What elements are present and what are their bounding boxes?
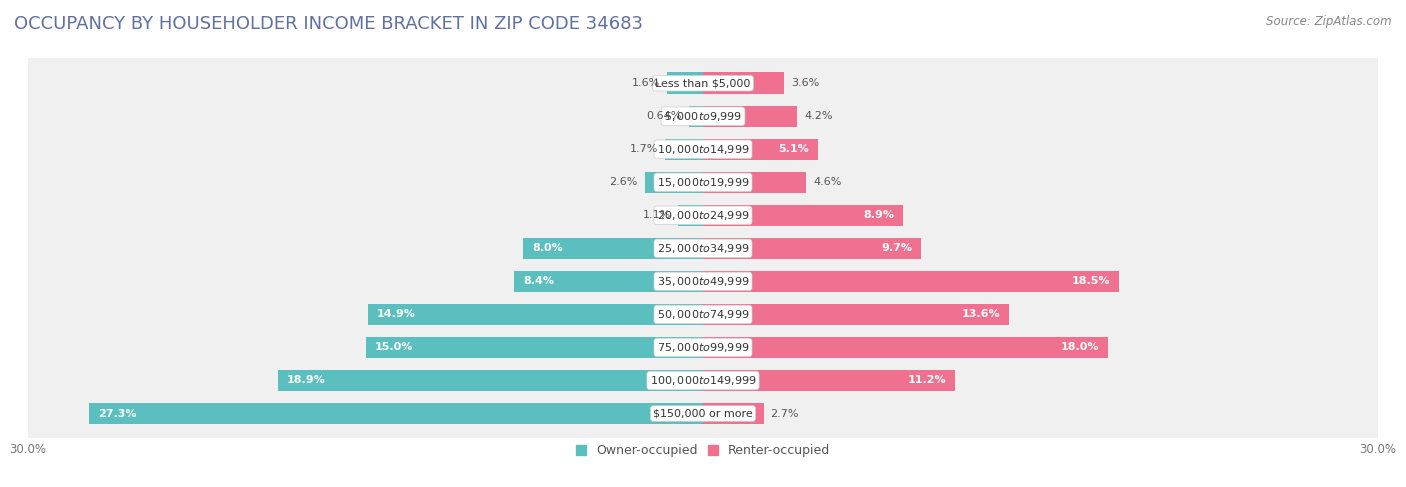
Bar bbox=[368, 304, 703, 325]
Bar bbox=[703, 370, 955, 391]
FancyBboxPatch shape bbox=[24, 56, 1382, 110]
Text: 0.64%: 0.64% bbox=[647, 111, 682, 121]
Bar bbox=[703, 138, 818, 160]
Text: 8.9%: 8.9% bbox=[863, 210, 894, 220]
Bar bbox=[665, 138, 703, 160]
Bar bbox=[89, 403, 703, 424]
Text: 13.6%: 13.6% bbox=[962, 309, 1000, 319]
Text: 3.6%: 3.6% bbox=[790, 78, 818, 88]
Text: $20,000 to $24,999: $20,000 to $24,999 bbox=[657, 209, 749, 222]
Bar bbox=[703, 304, 1010, 325]
Text: $5,000 to $9,999: $5,000 to $9,999 bbox=[664, 110, 742, 123]
Text: 5.1%: 5.1% bbox=[778, 144, 808, 154]
FancyBboxPatch shape bbox=[24, 123, 1382, 176]
FancyBboxPatch shape bbox=[24, 222, 1382, 275]
FancyBboxPatch shape bbox=[24, 255, 1382, 308]
Bar bbox=[666, 73, 703, 94]
Text: 18.5%: 18.5% bbox=[1071, 277, 1111, 286]
Bar bbox=[366, 337, 703, 358]
Text: 9.7%: 9.7% bbox=[882, 244, 912, 253]
Text: 4.6%: 4.6% bbox=[813, 177, 842, 187]
Bar bbox=[523, 238, 703, 259]
Text: $35,000 to $49,999: $35,000 to $49,999 bbox=[657, 275, 749, 288]
Bar bbox=[278, 370, 703, 391]
Bar bbox=[703, 106, 797, 127]
Bar bbox=[678, 205, 703, 226]
Text: $25,000 to $34,999: $25,000 to $34,999 bbox=[657, 242, 749, 255]
Text: 2.6%: 2.6% bbox=[609, 177, 638, 187]
Text: 8.0%: 8.0% bbox=[531, 244, 562, 253]
Text: 18.0%: 18.0% bbox=[1060, 342, 1099, 353]
Bar bbox=[703, 205, 903, 226]
Text: 15.0%: 15.0% bbox=[374, 342, 413, 353]
Bar bbox=[703, 337, 1108, 358]
Text: OCCUPANCY BY HOUSEHOLDER INCOME BRACKET IN ZIP CODE 34683: OCCUPANCY BY HOUSEHOLDER INCOME BRACKET … bbox=[14, 15, 643, 33]
Text: $75,000 to $99,999: $75,000 to $99,999 bbox=[657, 341, 749, 354]
FancyBboxPatch shape bbox=[24, 156, 1382, 209]
Legend: Owner-occupied, Renter-occupied: Owner-occupied, Renter-occupied bbox=[571, 439, 835, 463]
Bar bbox=[703, 271, 1119, 292]
Text: 27.3%: 27.3% bbox=[98, 409, 136, 418]
Text: 14.9%: 14.9% bbox=[377, 309, 416, 319]
FancyBboxPatch shape bbox=[24, 288, 1382, 341]
Text: $100,000 to $149,999: $100,000 to $149,999 bbox=[650, 374, 756, 387]
Text: 18.9%: 18.9% bbox=[287, 375, 326, 386]
Text: $150,000 or more: $150,000 or more bbox=[654, 409, 752, 418]
Bar bbox=[703, 403, 763, 424]
Text: $10,000 to $14,999: $10,000 to $14,999 bbox=[657, 143, 749, 156]
Text: $50,000 to $74,999: $50,000 to $74,999 bbox=[657, 308, 749, 321]
FancyBboxPatch shape bbox=[24, 354, 1382, 407]
Text: 4.2%: 4.2% bbox=[804, 111, 832, 121]
FancyBboxPatch shape bbox=[24, 321, 1382, 374]
Text: Source: ZipAtlas.com: Source: ZipAtlas.com bbox=[1267, 15, 1392, 28]
Bar bbox=[515, 271, 703, 292]
Text: 8.4%: 8.4% bbox=[523, 277, 554, 286]
Bar bbox=[703, 171, 807, 193]
Bar bbox=[703, 238, 921, 259]
Bar bbox=[644, 171, 703, 193]
Text: 1.6%: 1.6% bbox=[633, 78, 661, 88]
Bar bbox=[689, 106, 703, 127]
Bar bbox=[703, 73, 785, 94]
Text: 1.7%: 1.7% bbox=[630, 144, 658, 154]
FancyBboxPatch shape bbox=[24, 189, 1382, 242]
Text: 1.1%: 1.1% bbox=[644, 210, 672, 220]
Text: Less than $5,000: Less than $5,000 bbox=[655, 78, 751, 88]
FancyBboxPatch shape bbox=[24, 90, 1382, 143]
Text: 11.2%: 11.2% bbox=[907, 375, 946, 386]
Text: $15,000 to $19,999: $15,000 to $19,999 bbox=[657, 176, 749, 189]
FancyBboxPatch shape bbox=[24, 387, 1382, 440]
Text: 2.7%: 2.7% bbox=[770, 409, 799, 418]
